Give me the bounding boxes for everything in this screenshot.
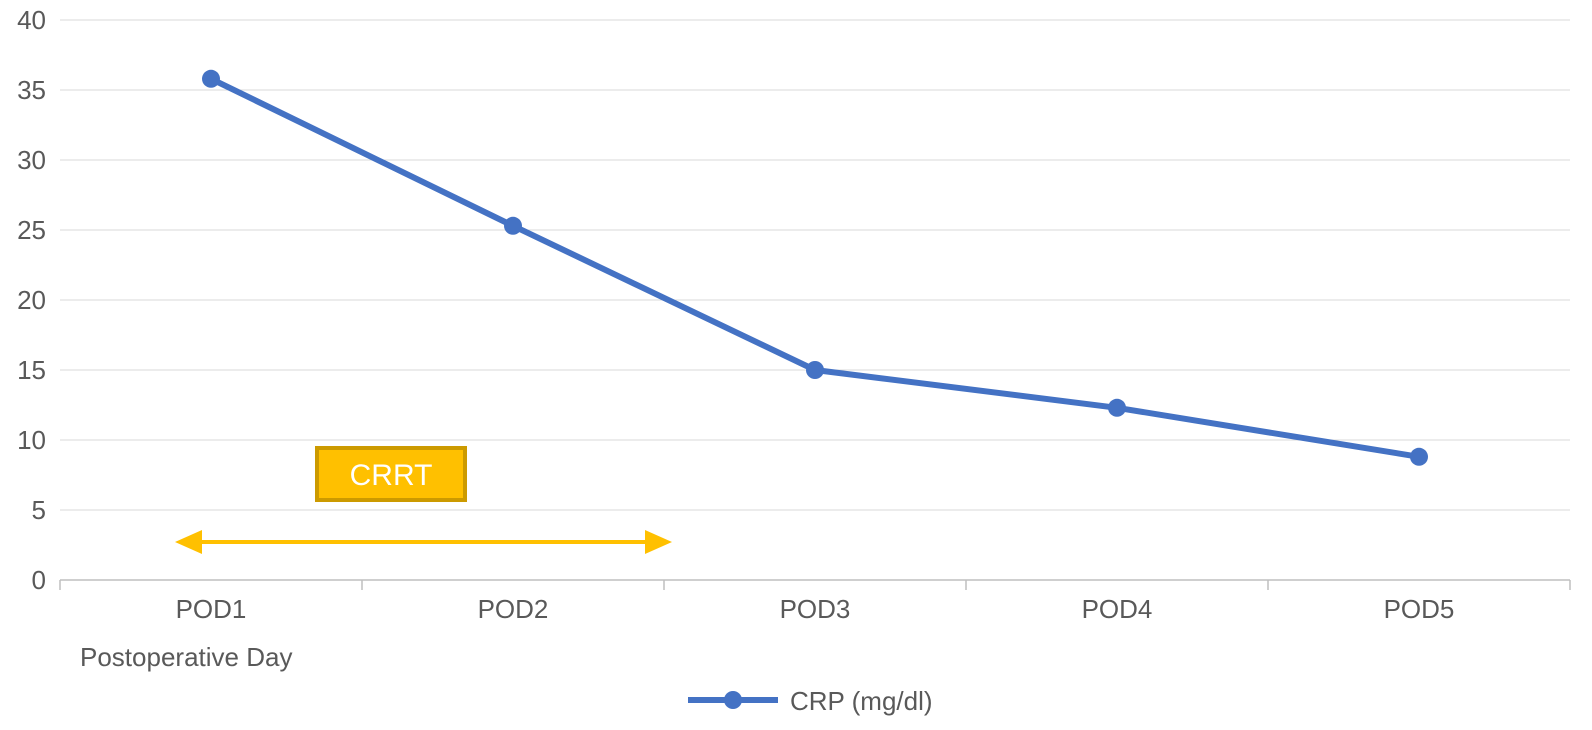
y-tick-5: 5: [32, 495, 46, 525]
crp-line-chart: 0 5 10 15 20 25 30 35 40 POD1 POD2 POD3 …: [0, 0, 1592, 730]
data-point-pod2: [504, 217, 522, 235]
y-tick-0: 0: [32, 565, 46, 595]
chart-container: 0 5 10 15 20 25 30 35 40 POD1 POD2 POD3 …: [0, 0, 1592, 730]
y-tick-20: 20: [17, 285, 46, 315]
x-cat-4: POD5: [1384, 594, 1455, 624]
legend-marker-icon: [724, 691, 742, 709]
y-tick-35: 35: [17, 75, 46, 105]
crrt-annotation: CRRT: [317, 448, 465, 500]
x-axis-title: Postoperative Day: [80, 642, 292, 672]
data-point-pod4: [1108, 399, 1126, 417]
y-tick-30: 30: [17, 145, 46, 175]
x-cat-2: POD3: [780, 594, 851, 624]
legend-label: CRP (mg/dl): [790, 686, 933, 716]
x-cat-3: POD4: [1082, 594, 1153, 624]
y-tick-25: 25: [17, 215, 46, 245]
x-cat-1: POD2: [478, 594, 549, 624]
data-point-pod3: [806, 361, 824, 379]
data-point-pod1: [202, 70, 220, 88]
data-point-pod5: [1410, 448, 1428, 466]
crrt-label: CRRT: [350, 459, 433, 492]
y-tick-15: 15: [17, 355, 46, 385]
y-tick-10: 10: [17, 425, 46, 455]
y-tick-40: 40: [17, 5, 46, 35]
x-cat-0: POD1: [176, 594, 247, 624]
